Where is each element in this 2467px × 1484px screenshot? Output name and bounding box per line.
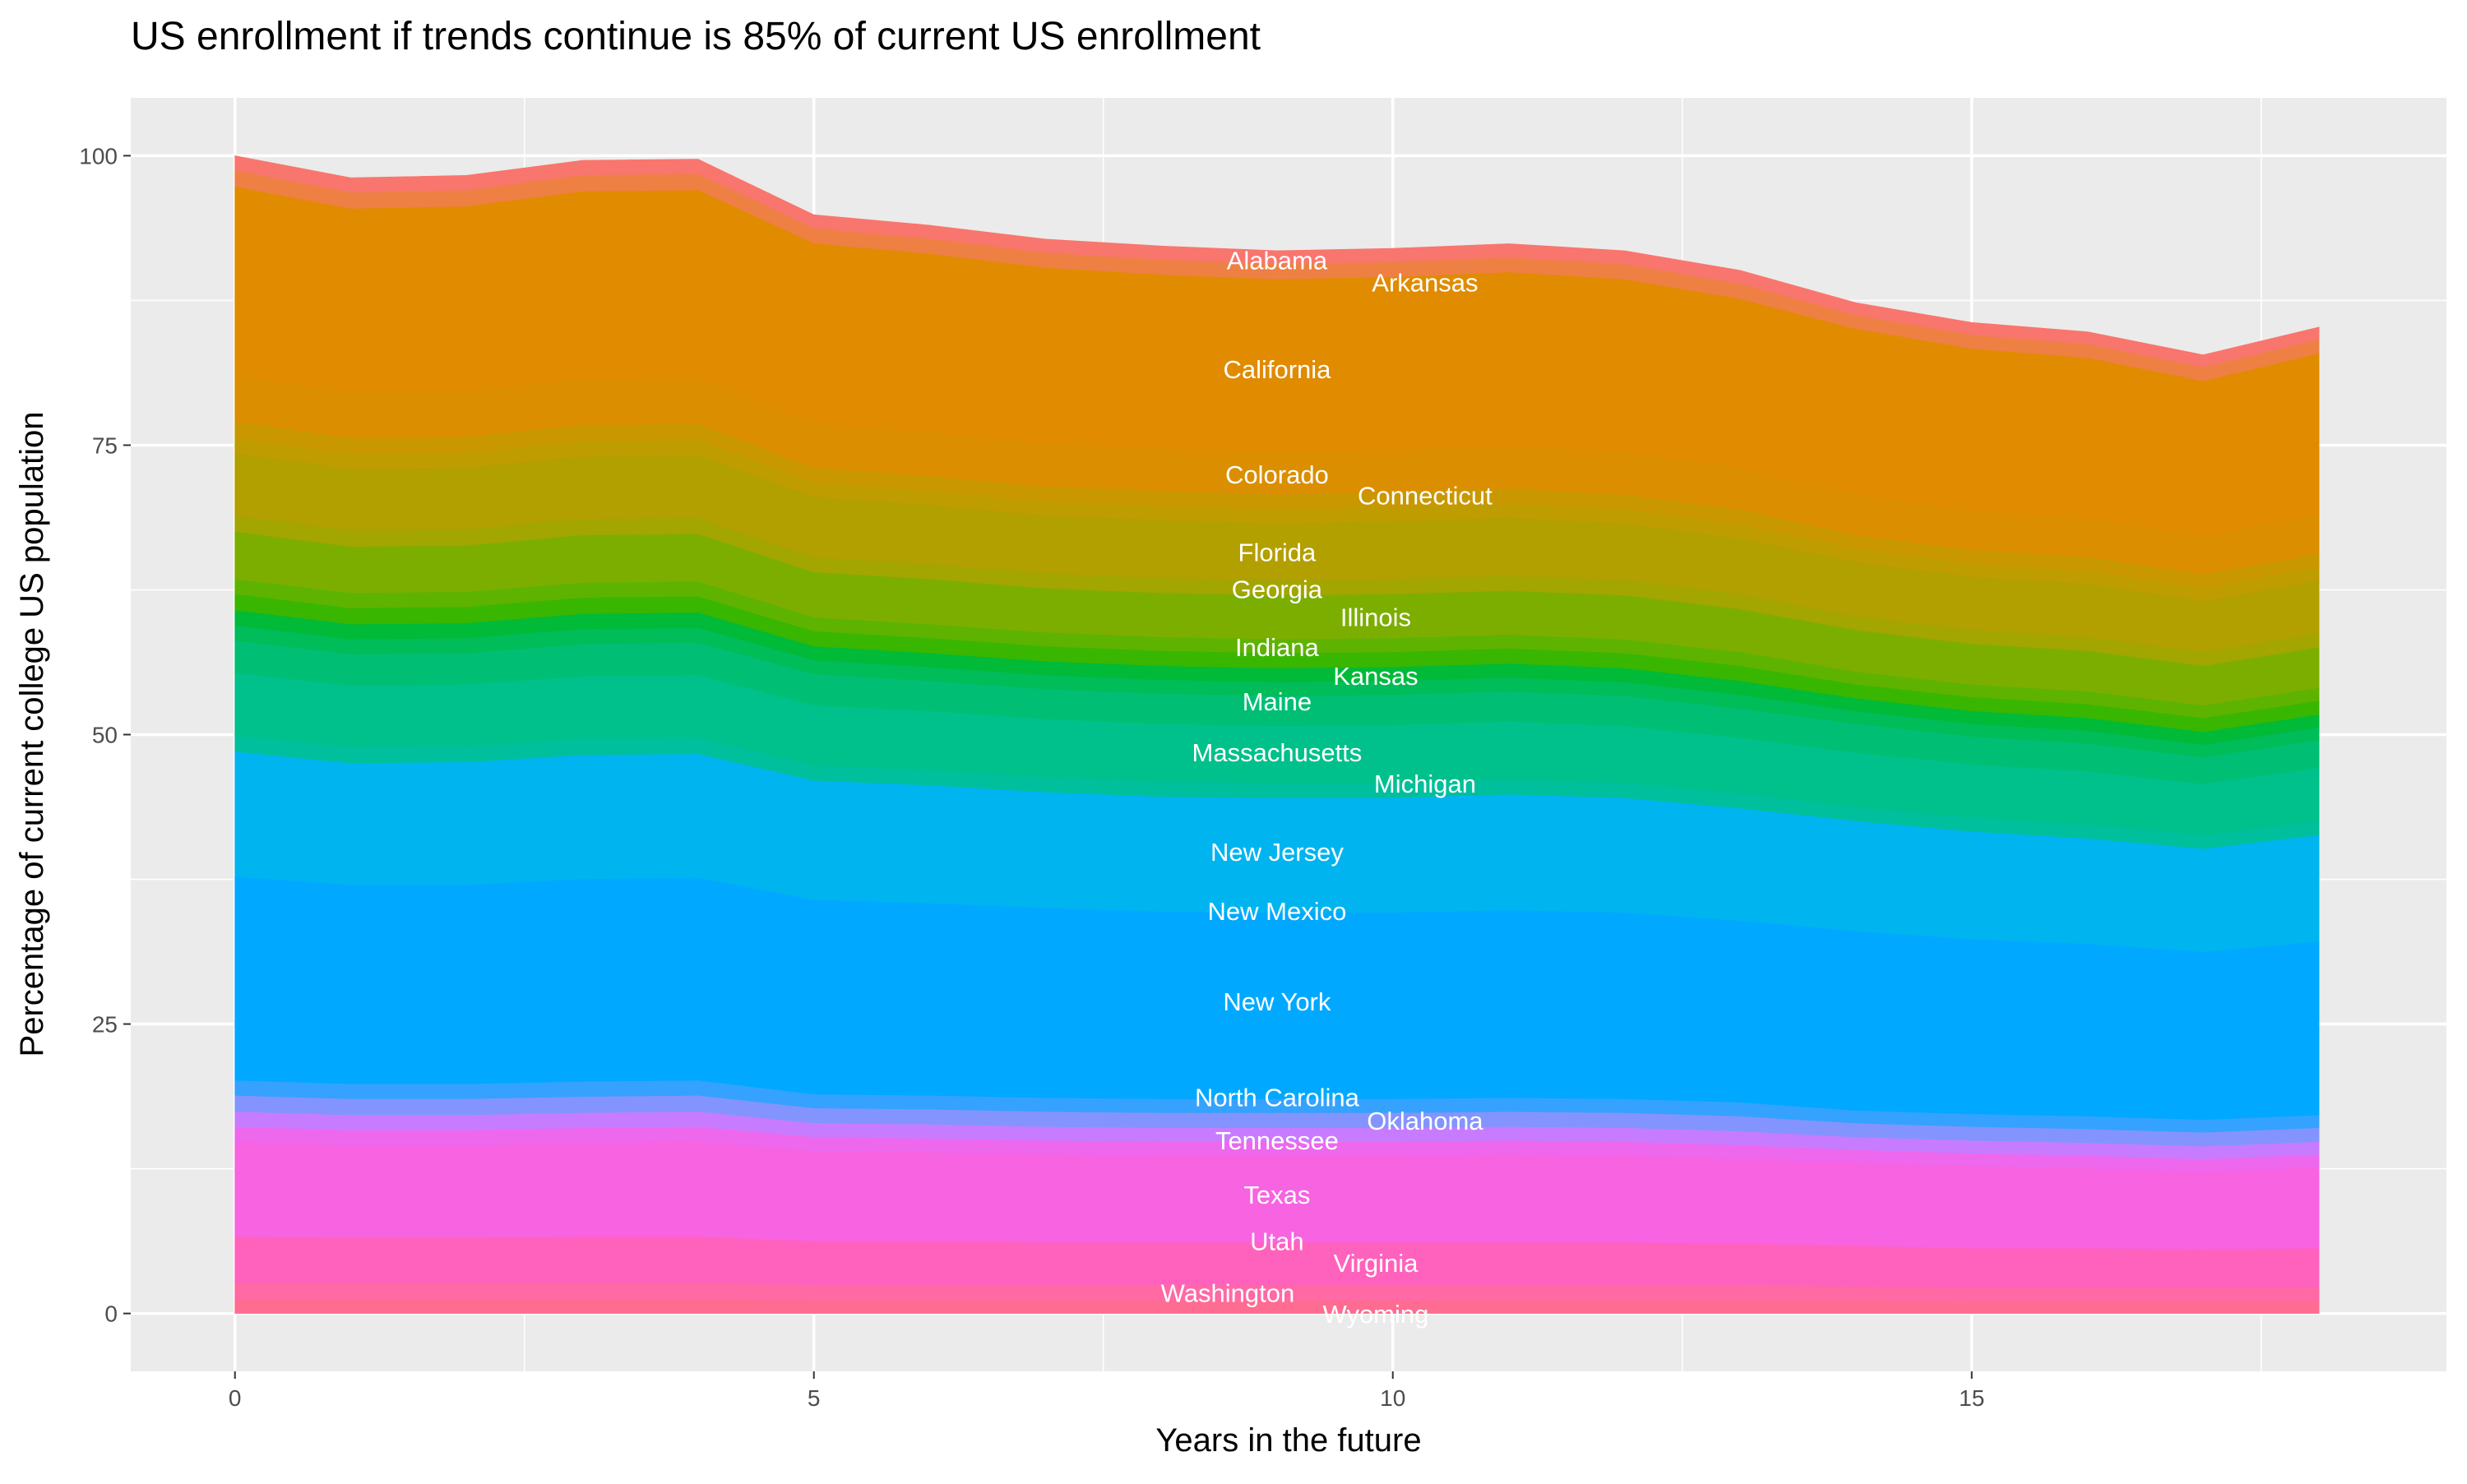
area-label: New Jersey — [1210, 838, 1344, 867]
area-label: Maine — [1243, 687, 1312, 716]
area-label: Oklahoma — [1367, 1107, 1483, 1135]
area-label: Massachusetts — [1192, 738, 1363, 767]
area-label: Michigan — [1374, 770, 1476, 798]
area-label: Virginia — [1334, 1249, 1419, 1278]
y-axis-ticks: 0 25 50 75 100 — [79, 143, 131, 1327]
area-label: Wyoming — [1322, 1300, 1428, 1329]
area-label: California — [1223, 355, 1331, 384]
area-layer-25 — [234, 1299, 2320, 1314]
x-tick-label: 15 — [1959, 1385, 1984, 1411]
area-label: Texas — [1243, 1181, 1310, 1209]
area-label: Utah — [1250, 1227, 1303, 1255]
y-axis-label: Percentage of current college US populat… — [14, 412, 50, 1057]
area-label: Connecticut — [1358, 481, 1493, 510]
area-label: Washington — [1161, 1279, 1295, 1308]
x-axis-ticks: 0 5 10 15 — [229, 1371, 1984, 1411]
y-tick-label: 0 — [104, 1301, 118, 1327]
y-tick-label: 75 — [92, 432, 118, 458]
area-labels: Alabama Arkansas California Colorado Connect… — [1161, 247, 1493, 1329]
x-axis-label: Years in the future — [1155, 1422, 1421, 1459]
area-label: Tennessee — [1215, 1126, 1339, 1155]
x-tick-label: 0 — [229, 1385, 242, 1411]
area-label: New York — [1223, 987, 1331, 1016]
area-label: Arkansas — [1372, 268, 1478, 297]
area-label: North Carolina — [1195, 1084, 1360, 1112]
area-label: Illinois — [1340, 603, 1411, 631]
area-label: Kansas — [1333, 662, 1418, 691]
y-tick-label: 25 — [92, 1012, 118, 1038]
area-label: Indiana — [1235, 633, 1319, 662]
area-layers — [234, 155, 2320, 1314]
x-tick-label: 5 — [808, 1385, 821, 1411]
area-label: Alabama — [1227, 247, 1328, 275]
chart-title: US enrollment if trends continue is 85% … — [131, 15, 1261, 58]
y-tick-label: 100 — [79, 143, 118, 169]
area-label: Colorado — [1225, 460, 1329, 489]
x-tick-label: 10 — [1380, 1385, 1405, 1411]
y-tick-label: 50 — [92, 723, 118, 748]
area-label: Georgia — [1232, 575, 1323, 603]
area-label: Florida — [1238, 538, 1317, 566]
area-label: New Mexico — [1208, 897, 1347, 926]
